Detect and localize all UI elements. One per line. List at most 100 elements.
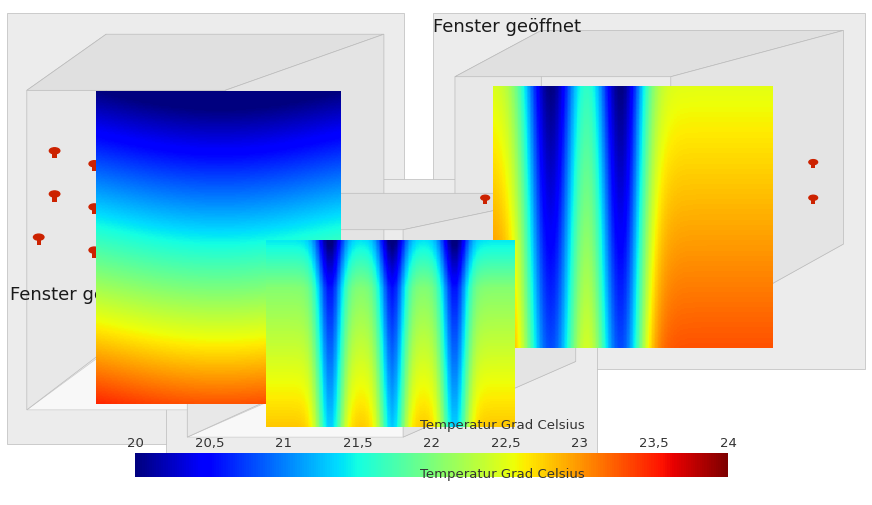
Bar [509,128,513,133]
Circle shape [89,247,99,253]
Bar [755,128,759,133]
Text: 23,5: 23,5 [639,437,669,450]
Bar [345,377,349,382]
Bar [52,195,57,201]
Bar [92,251,96,258]
Circle shape [442,331,451,336]
Bar [509,174,513,179]
Circle shape [50,191,60,197]
Circle shape [204,289,213,294]
Circle shape [89,204,99,210]
Bar [445,292,448,297]
Circle shape [480,195,489,200]
Circle shape [168,204,179,210]
Text: 20: 20 [126,437,144,450]
Bar [172,251,175,258]
Bar [285,292,289,297]
Circle shape [753,160,761,165]
Bar [712,245,716,250]
Circle shape [343,373,351,378]
Text: Temperatur Grad Celsius: Temperatur Grad Celsius [420,469,585,481]
Circle shape [33,234,44,240]
Polygon shape [455,30,542,340]
Text: Fenster gekippt: Fenster gekippt [10,286,151,305]
Circle shape [515,331,524,336]
Circle shape [580,160,589,165]
Bar [92,165,96,171]
Bar [7,13,404,444]
Circle shape [515,289,524,294]
Circle shape [89,161,99,167]
Bar [582,164,586,169]
Circle shape [809,160,818,165]
Circle shape [50,148,60,154]
Circle shape [283,255,291,260]
Circle shape [129,204,140,210]
Circle shape [204,331,213,336]
Circle shape [283,331,291,336]
Polygon shape [225,34,384,410]
Polygon shape [187,362,576,437]
Bar [92,209,96,215]
Bar [371,292,375,297]
Bar [259,377,262,382]
Bar [208,335,211,340]
Polygon shape [27,293,384,410]
Bar [172,209,175,215]
Polygon shape [187,193,274,437]
Bar [208,292,211,297]
Circle shape [580,124,589,129]
Circle shape [710,241,719,246]
Bar [433,13,865,369]
Circle shape [753,124,761,129]
Circle shape [429,373,438,378]
Polygon shape [455,30,843,77]
Circle shape [623,241,632,246]
Polygon shape [671,30,843,340]
Polygon shape [27,34,106,410]
Bar [483,199,487,204]
Circle shape [442,255,451,260]
Circle shape [442,289,451,294]
Polygon shape [187,193,576,230]
Circle shape [809,195,818,200]
Bar [812,164,815,169]
Bar [582,199,586,204]
Circle shape [753,195,761,200]
Circle shape [507,170,515,175]
Text: 24: 24 [719,437,737,450]
Bar [432,377,435,382]
Bar [371,335,375,340]
Text: 22: 22 [423,437,440,450]
Bar [582,128,586,133]
Bar [669,164,672,169]
Bar [116,308,120,314]
Bar [445,259,448,264]
Bar [285,335,289,340]
Bar [285,259,289,264]
Bar [166,179,597,460]
Circle shape [537,241,546,246]
Text: 23: 23 [571,437,589,450]
Circle shape [129,161,140,167]
Text: 21: 21 [275,437,292,450]
Text: Temperatur Grad Celsius: Temperatur Grad Celsius [420,419,585,432]
Bar [518,335,521,340]
Circle shape [256,373,265,378]
Polygon shape [403,193,576,437]
Text: Lüftungsgerät: Lüftungsgerät [118,326,243,344]
Circle shape [168,247,179,253]
Text: Fenster geöffnet: Fenster geöffnet [433,18,581,36]
Bar [155,308,160,314]
Bar [755,164,759,169]
Circle shape [129,247,140,253]
Text: 21,5: 21,5 [343,437,372,450]
Polygon shape [455,244,843,340]
Bar [445,335,448,340]
Bar [626,245,630,250]
Circle shape [369,331,378,336]
Bar [132,165,136,171]
Bar [52,153,57,159]
Bar [132,209,136,215]
Bar [518,292,521,297]
